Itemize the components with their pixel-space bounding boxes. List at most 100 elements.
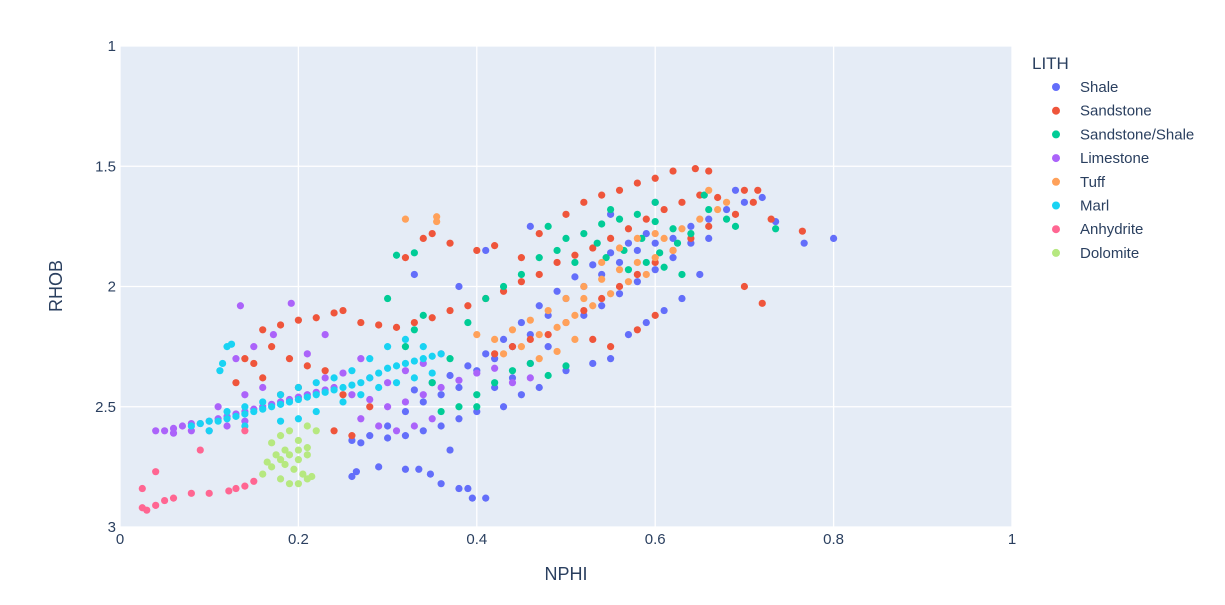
data-point (446, 239, 454, 247)
data-point (410, 326, 418, 334)
data-point (455, 282, 463, 291)
data-point (401, 335, 410, 344)
data-point (491, 364, 499, 372)
data-point (651, 266, 659, 274)
data-point (312, 407, 320, 416)
legend-marker (1052, 83, 1060, 91)
data-point (642, 258, 650, 267)
data-point (143, 506, 151, 514)
legend-item[interactable]: Limestone (1052, 150, 1149, 167)
legend-item[interactable]: Tuff (1052, 174, 1106, 191)
data-point (428, 369, 436, 377)
x-axis-title: NPHI (544, 564, 587, 584)
data-point (589, 302, 597, 310)
y-tick-label: 2.5 (95, 399, 116, 416)
data-point (276, 456, 285, 464)
data-point (281, 460, 289, 469)
data-point (464, 302, 472, 310)
data-point (241, 427, 249, 435)
data-point (669, 167, 677, 175)
x-tick-label: 0.8 (823, 531, 844, 548)
data-point (705, 205, 713, 214)
series-tuff (401, 186, 731, 363)
data-point (428, 229, 436, 238)
data-point (196, 419, 204, 428)
data-point (366, 374, 374, 382)
data-point (714, 193, 722, 202)
data-point (678, 225, 686, 233)
data-point (446, 355, 454, 363)
data-point (535, 331, 543, 339)
data-point (236, 302, 245, 310)
legend-marker (1052, 225, 1060, 234)
legend-item[interactable]: Sandstone/Shale (1052, 126, 1194, 143)
data-point (642, 215, 650, 223)
data-point (687, 229, 695, 238)
data-point (276, 391, 285, 399)
data-point (669, 254, 677, 262)
data-point (259, 398, 267, 406)
data-point (339, 369, 347, 377)
data-point (285, 480, 294, 488)
data-point (263, 458, 271, 466)
data-point (366, 395, 374, 404)
legend-item[interactable]: Sandstone (1052, 103, 1152, 120)
legend-item[interactable]: Anhydrite (1052, 221, 1143, 238)
legend-item[interactable]: Marl (1052, 198, 1109, 215)
data-point (602, 254, 610, 262)
data-point (553, 246, 561, 255)
data-point (419, 311, 427, 319)
data-point (294, 395, 302, 404)
data-point (482, 246, 490, 255)
data-point (593, 239, 601, 247)
data-point (259, 374, 267, 382)
data-point (339, 391, 347, 399)
data-point (607, 205, 615, 214)
data-point (161, 427, 169, 435)
data-point (241, 355, 249, 363)
data-point (615, 266, 624, 274)
legend-item[interactable]: Dolomite (1052, 245, 1139, 262)
legend-item[interactable]: Shale (1052, 79, 1118, 96)
legend-label: Anhydrite (1080, 221, 1143, 238)
data-point (754, 186, 762, 194)
legend-label: Shale (1080, 79, 1118, 96)
legend-marker (1052, 177, 1060, 186)
data-point (223, 415, 231, 423)
data-point (455, 376, 463, 384)
data-point (830, 234, 838, 242)
x-axis-ticks: 0 0.2 0.4 0.6 0.8 1 (116, 531, 1016, 548)
data-point (696, 215, 704, 223)
legend: LITH Shale Sandstone Sandstone/Shale Limest… (1032, 54, 1194, 262)
data-point (758, 299, 766, 307)
data-point (767, 215, 775, 223)
data-point (375, 383, 383, 392)
data-point (276, 321, 285, 329)
data-point (491, 242, 499, 250)
data-point (526, 359, 534, 368)
data-point (401, 215, 410, 223)
data-point (651, 311, 659, 319)
data-point (598, 191, 606, 199)
data-point (589, 261, 597, 269)
data-point (535, 355, 543, 363)
data-point (384, 379, 392, 387)
data-point (544, 306, 552, 315)
data-point (290, 465, 298, 473)
data-point (651, 198, 659, 206)
data-point (410, 422, 418, 430)
data-point (294, 316, 302, 324)
data-point (535, 270, 543, 279)
data-point (401, 407, 410, 416)
data-point (312, 314, 320, 322)
data-point (446, 446, 454, 454)
data-point (357, 379, 365, 387)
data-point (562, 234, 570, 242)
data-point (624, 266, 633, 274)
data-point (491, 379, 499, 387)
data-point (268, 403, 276, 411)
data-point (419, 343, 427, 351)
data-point (544, 331, 552, 339)
data-point (526, 316, 534, 324)
data-point (205, 417, 213, 425)
